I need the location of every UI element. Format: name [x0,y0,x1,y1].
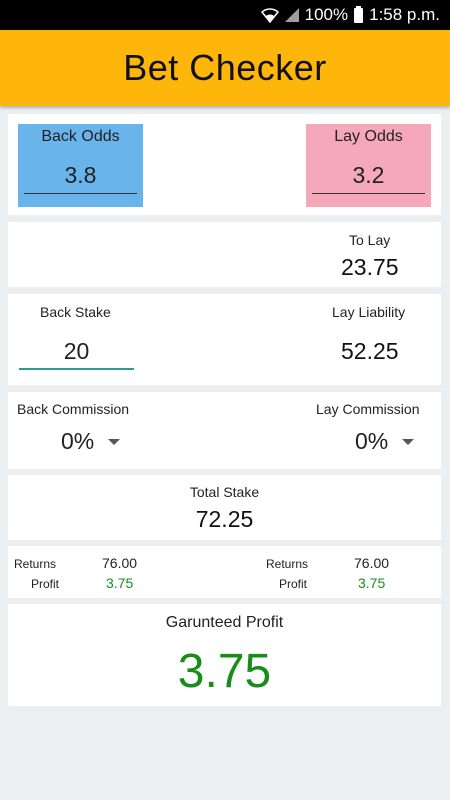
lay-odds-box: Lay Odds 3.2 [306,124,431,207]
clock: 1:58 p.m. [369,5,440,24]
wifi-icon [260,8,279,23]
signal-icon [284,8,299,22]
guaranteed-profit-card: Garunteed Profit 3.75 [8,604,441,706]
back-odds-box: Back Odds 3.8 [18,124,143,207]
status-bar: 100% 1:58 p.m. [0,0,450,30]
lay-liability-label: Lay Liability [332,304,406,320]
lay-profit-label: Profit [279,577,308,591]
app-bar: Bet Checker [0,30,450,106]
lay-odds-input[interactable]: 3.2 [312,162,425,194]
back-stake-input[interactable]: 20 [19,334,134,370]
back-returns-label: Returns [14,557,57,571]
lay-commission-dropdown[interactable]: 0% [355,428,415,455]
guaranteed-profit-label: Garunteed Profit [165,614,284,631]
back-commission-label: Back Commission [17,401,130,417]
lay-commission-label: Lay Commission [316,401,420,417]
back-commission-value: 0% [61,428,95,454]
app-title: Bet Checker [123,47,327,88]
back-profit-value: 3.75 [106,575,134,591]
status-icons: 100% 1:58 p.m. [260,5,440,25]
guaranteed-profit-value: 3.75 [177,645,272,698]
to-lay-value: 23.75 [341,254,399,280]
back-odds-input[interactable]: 3.8 [24,162,137,194]
odds-card: Back Odds 3.8 Lay Odds 3.2 [8,114,441,215]
back-profit-label: Profit [31,577,60,591]
lay-odds-label: Lay Odds [334,128,403,145]
back-odds-label: Back Odds [41,128,120,145]
lay-returns-value: 76.00 [354,555,390,571]
battery-percent: 100% [304,5,349,24]
to-lay-label: To Lay [349,232,391,248]
lay-commission-value: 0% [355,428,389,454]
returns-card: Returns 76.00 Profit 3.75 Returns 76.00 … [8,546,441,598]
back-commission-dropdown[interactable]: 0% [61,428,121,455]
chevron-down-icon [108,438,121,445]
total-stake-label: Total Stake [189,484,260,500]
back-returns-value: 76.00 [102,555,138,571]
to-lay-card: To Lay 23.75 [8,222,441,287]
back-stake-label: Back Stake [40,304,111,320]
total-stake-card: Total Stake 72.25 [8,475,441,540]
lay-liability-value: 52.25 [341,338,399,364]
lay-returns-label: Returns [266,557,309,571]
battery-icon [354,5,364,23]
chevron-down-icon [402,438,415,445]
stake-card: Back Stake 20 Lay Liability 52.25 [8,294,441,385]
commission-card: Back Commission 0% Lay Commission 0% [8,392,441,469]
lay-profit-value: 3.75 [358,575,386,591]
total-stake-value: 72.25 [195,506,254,532]
